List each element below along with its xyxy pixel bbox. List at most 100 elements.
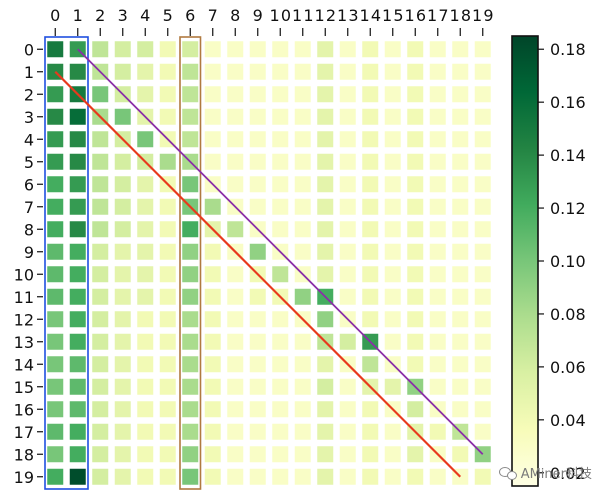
heatmap-cell-r1-c13 [339,63,356,80]
heatmap-cell-r3-c19 [474,108,491,125]
heatmap-cell-r4-c12 [317,131,334,148]
row-label: 9 [24,243,34,262]
heatmap-cell-r9-c4 [137,243,154,260]
heatmap-cell-r12-c19 [474,311,491,328]
highlight-box-columns-0-1 [44,36,89,490]
heatmap-cell-r10-c18 [452,266,469,283]
row-label: 11 [14,288,34,307]
heatmap-cell-r14-c4 [137,356,154,373]
heatmap-cell-r6-c3 [114,176,131,193]
heatmap-cell-r0-c9 [249,41,266,58]
heatmap-cell-r14-c19 [474,356,491,373]
row-label: 14 [14,355,34,374]
heatmap-cell-r15-c5 [159,378,176,395]
heatmap-cell-r10-c14 [362,266,379,283]
heatmap-cell-r18-c14 [362,446,379,463]
heatmap-cell-r5-c19 [474,153,491,170]
heatmap-cell-r16-c19 [474,401,491,418]
heatmap-cell-r5-c13 [339,153,356,170]
heatmap-cell-r6-c14 [362,176,379,193]
heatmap-cell-r8-c13 [339,221,356,238]
heatmap-cell-r4-c9 [249,131,266,148]
heatmap-cell-r6-c4 [137,176,154,193]
heatmap-cell-r12-c10 [272,311,289,328]
heatmap-cell-r19-c3 [114,468,131,485]
heatmap-cell-r14-c5 [159,356,176,373]
heatmap-cell-r18-c0 [47,446,64,463]
column-label: 13 [337,6,359,25]
heatmap-cell-r7-c2 [92,198,109,215]
heatmap-cell-r11-c2 [92,288,109,305]
heatmap-cell-r9-c2 [92,243,109,260]
heatmap-cell-r8-c0 [47,221,64,238]
heatmap-cell-r3-c7 [204,108,221,125]
heatmap-cell-r1-c9 [249,63,266,80]
heatmap-cell-r17-c8 [227,423,244,440]
heatmap-cell-r0-c3 [114,41,131,58]
heatmap-cell-r6-c12 [317,176,334,193]
heatmap-cell-r5-c18 [452,153,469,170]
heatmap-cell-r5-c1 [69,153,86,170]
heatmap-cell-r12-c9 [249,311,266,328]
heatmap-cell-r9-c15 [384,243,401,260]
heatmap-cell-r15-c17 [429,378,446,395]
heatmap-cell-r3-c1 [69,108,86,125]
heatmap-cell-r9-c18 [452,243,469,260]
heatmap-cell-r4-c17 [429,131,446,148]
heatmap-cell-r19-c0 [47,468,64,485]
heatmap-cell-r15-c0 [47,378,64,395]
colorbar-tick-label: 0.02 [550,464,586,483]
heatmap-cell-r10-c2 [92,266,109,283]
heatmap-cell-r17-c0 [47,423,64,440]
heatmap-cell-r5-c8 [227,153,244,170]
heatmap-cell-r16-c6 [182,401,199,418]
heatmap-cell-r19-c19 [474,468,491,485]
heatmap-cell-r11-c5 [159,288,176,305]
heatmap-cell-r17-c5 [159,423,176,440]
row-label: 8 [24,220,34,239]
heatmap-cell-r16-c18 [452,401,469,418]
heatmap-cell-r8-c10 [272,221,289,238]
heatmap-cell-r7-c5 [159,198,176,215]
heatmap-cell-r16-c0 [47,401,64,418]
heatmap-cell-r5-c14 [362,153,379,170]
heatmap-cell-r18-c2 [92,446,109,463]
heatmap-cell-r6-c9 [249,176,266,193]
heatmap-cell-r15-c19 [474,378,491,395]
column-label: 4 [140,6,150,25]
heatmap-cell-r2-c0 [47,86,64,103]
heatmap-cell-r12-c12 [317,311,334,328]
heatmap-cell-r14-c7 [204,356,221,373]
column-labels: 0 1 2 3 4 5 6 7 8 9 10 11 12 13 14 15 16 17 18 19 [50,6,494,36]
heatmap-cell-r11-c1 [69,288,86,305]
heatmap-cell-r15-c11 [294,378,311,395]
heatmap-cell-r13-c3 [114,333,131,350]
heatmap-cell-r10-c5 [159,266,176,283]
heatmap-cell-r7-c7 [204,198,221,215]
heatmap-cell-r1-c16 [407,63,424,80]
annotation-overlays [44,36,484,490]
heatmap-cell-r0-c4 [137,41,154,58]
heatmap-cell-r8-c17 [429,221,446,238]
heatmap-cell-r8-c1 [69,221,86,238]
heatmap-cell-r9-c5 [159,243,176,260]
heatmap-cell-r15-c18 [452,378,469,395]
heatmap-cell-r1-c14 [362,63,379,80]
heatmap-cell-r13-c8 [227,333,244,350]
row-label: 2 [24,85,34,104]
heatmap-cell-r18-c3 [114,446,131,463]
heatmap-cell-r6-c16 [407,176,424,193]
heatmap-cell-r9-c19 [474,243,491,260]
heatmap-cell-r8-c19 [474,221,491,238]
heatmap-cell-r2-c13 [339,86,356,103]
heatmap-cell-r4-c2 [92,131,109,148]
heatmap-cell-r18-c11 [294,446,311,463]
heatmap-cell-r0-c18 [452,41,469,58]
heatmap-cell-r7-c19 [474,198,491,215]
heatmap-cell-r11-c9 [249,288,266,305]
colorbar-tick-label: 0.14 [550,146,586,165]
heatmap-cell-r18-c1 [69,446,86,463]
heatmap-cell-r14-c2 [92,356,109,373]
watermark: AMiner科技 [498,463,592,482]
